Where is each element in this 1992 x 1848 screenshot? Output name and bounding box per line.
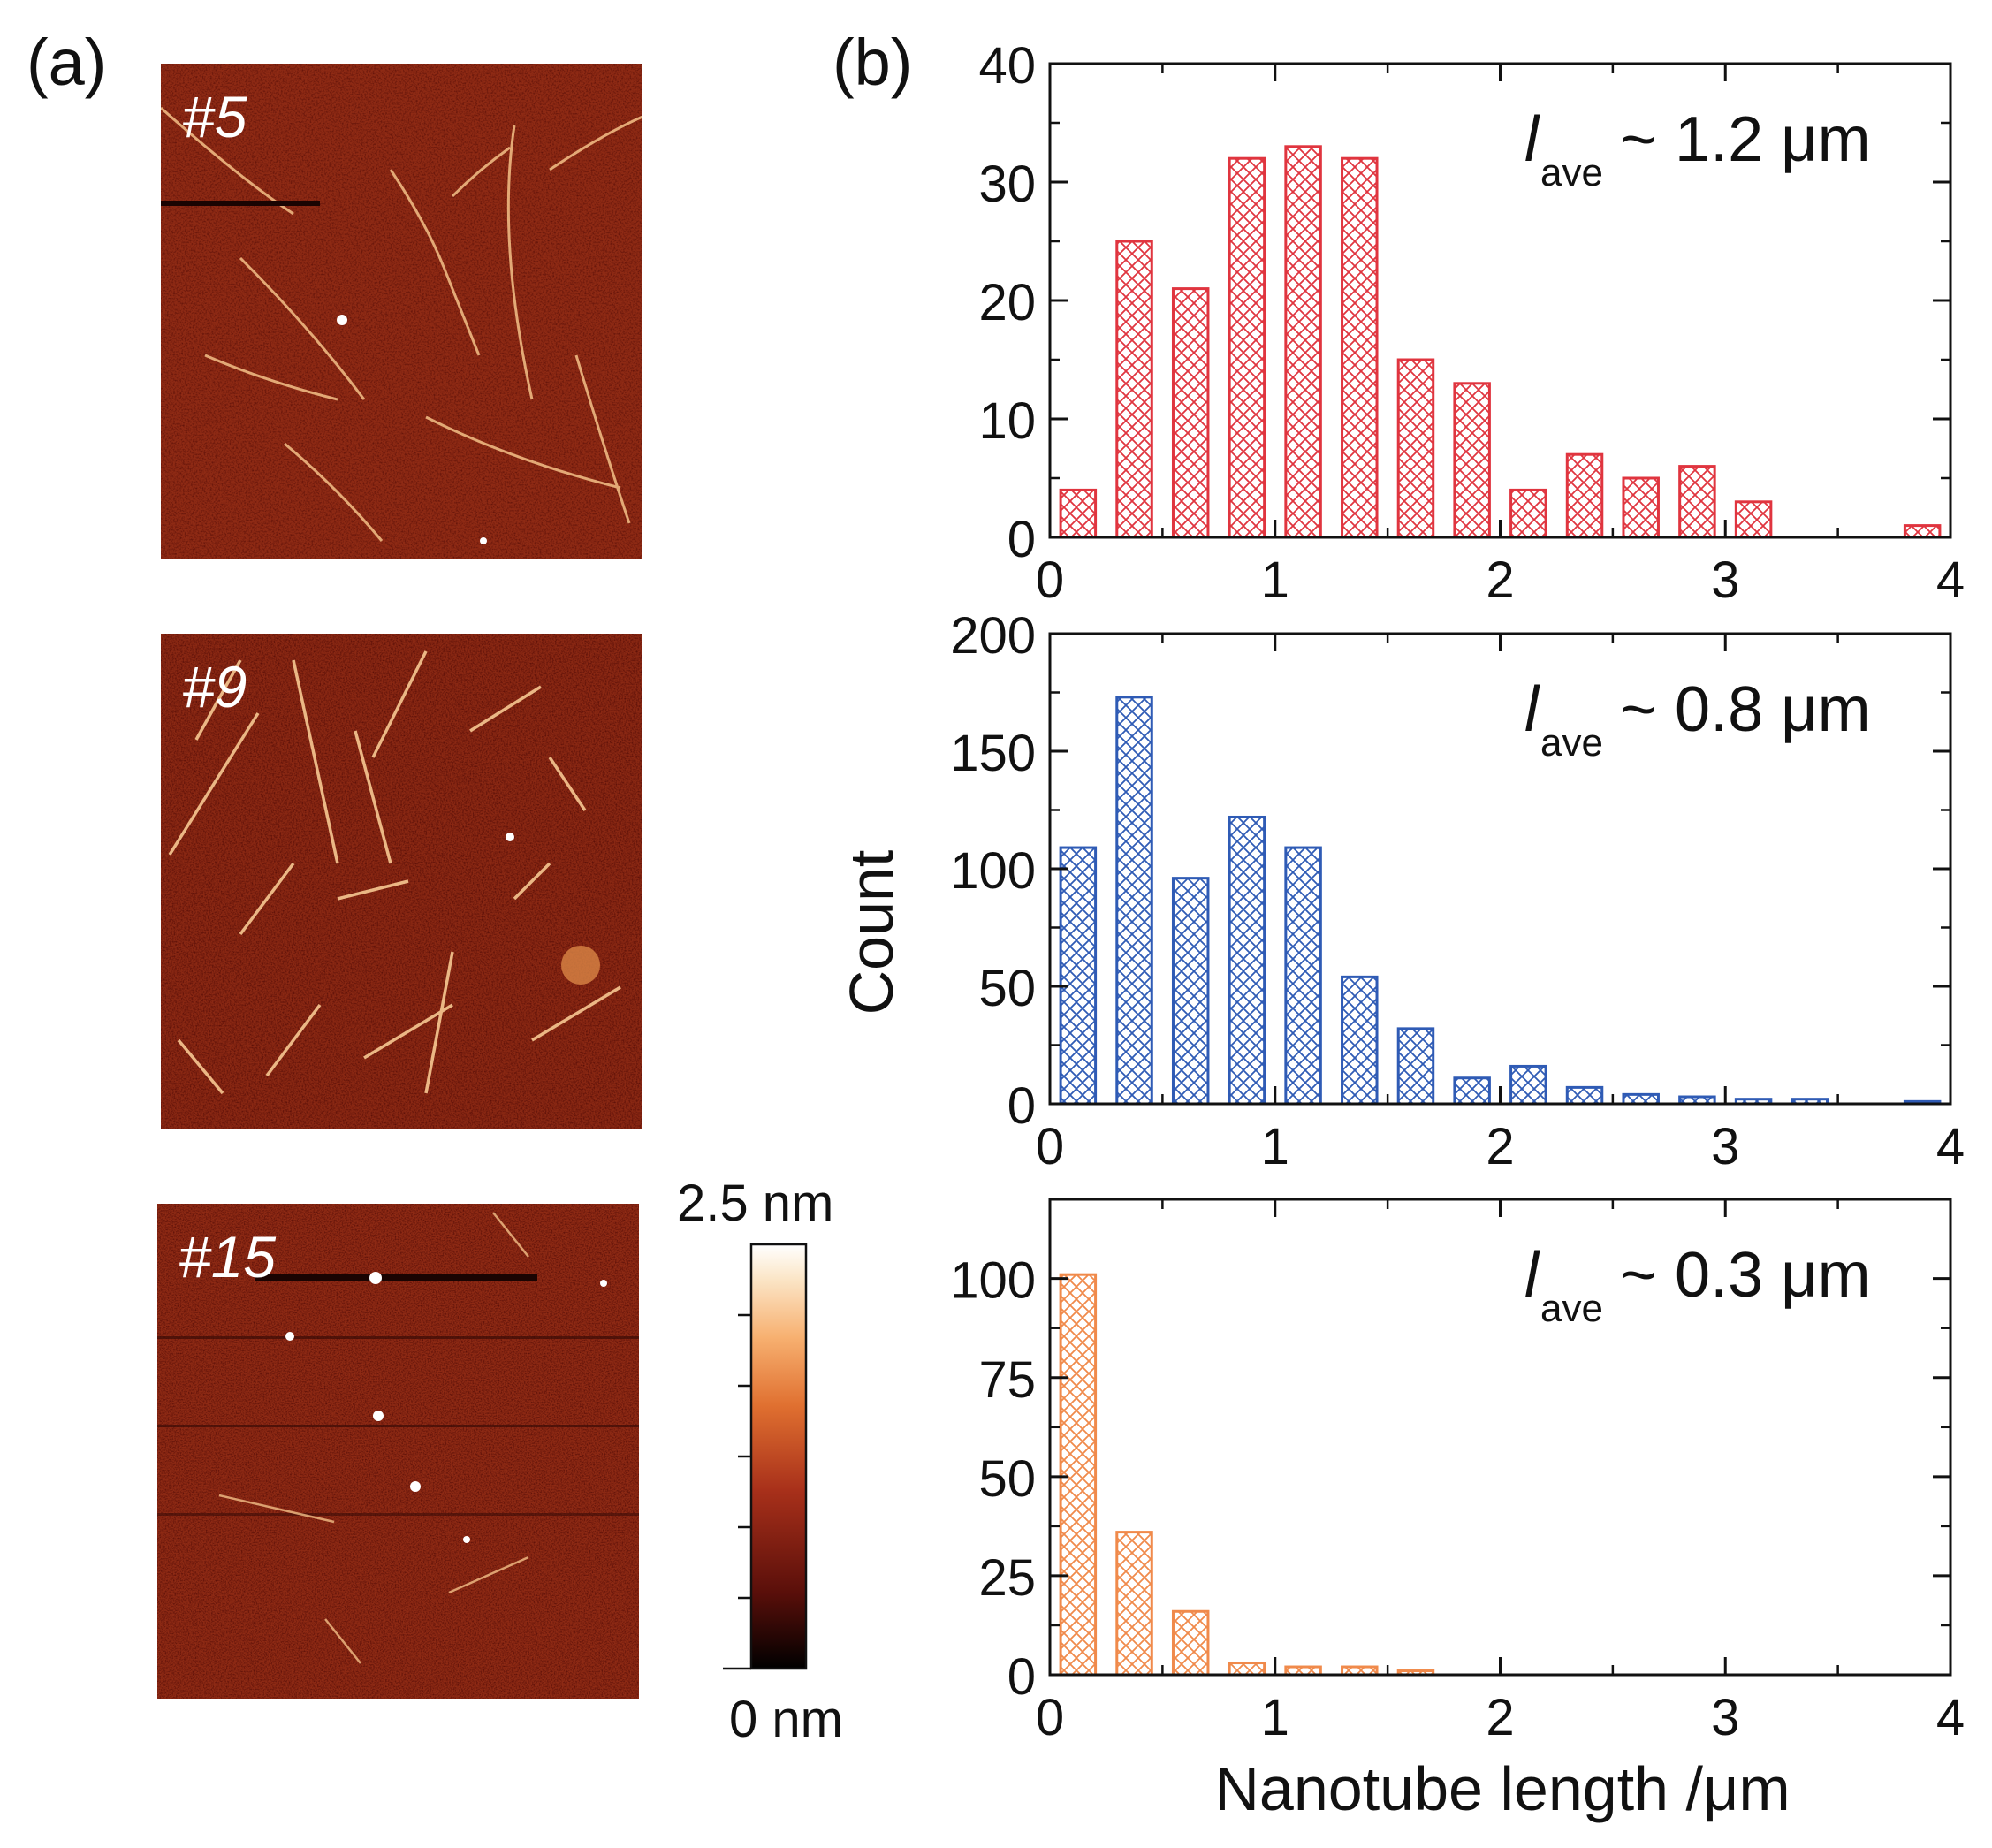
histogram-bar bbox=[1565, 1085, 1604, 1106]
histogram-bar bbox=[1565, 452, 1604, 539]
histogram-bar bbox=[1171, 287, 1210, 539]
x-tick-label: 3 bbox=[1711, 551, 1739, 609]
histogram-bar bbox=[1622, 476, 1660, 539]
colorbar-min-label: 0 nm bbox=[729, 1691, 843, 1748]
y-tick-label: 0 bbox=[1007, 1648, 1036, 1706]
annotation-subscript: ave bbox=[1540, 721, 1603, 764]
x-tick-label: 0 bbox=[1036, 1118, 1064, 1175]
x-tick-label: 1 bbox=[1261, 1118, 1289, 1175]
annotation-value: ~ 1.2 μm bbox=[1620, 104, 1871, 175]
colorbar-max-label: 2.5 nm bbox=[677, 1175, 834, 1232]
annotation-symbol: l bbox=[1524, 104, 1540, 175]
y-tick-label: 50 bbox=[978, 1450, 1036, 1508]
colorbar-gradient bbox=[749, 1243, 808, 1670]
x-tick-label: 1 bbox=[1261, 1689, 1289, 1746]
y-tick-label: 30 bbox=[978, 156, 1036, 213]
panel-b-label: (b) bbox=[833, 26, 913, 99]
annotation-subscript: ave bbox=[1540, 151, 1603, 194]
histogram-bar bbox=[1734, 500, 1773, 539]
histogram-bar bbox=[1059, 846, 1098, 1106]
annotation-subscript: ave bbox=[1540, 1287, 1603, 1330]
annotation-symbol: l bbox=[1524, 674, 1540, 745]
y-axis-label: Count bbox=[837, 850, 906, 1015]
y-tick-label: 40 bbox=[978, 37, 1036, 95]
y-tick-label: 25 bbox=[978, 1549, 1036, 1607]
histogram-bar bbox=[1678, 465, 1716, 539]
histogram-bar bbox=[1509, 488, 1547, 539]
annotation-value: ~ 0.3 μm bbox=[1620, 1240, 1871, 1311]
x-tick-label: 4 bbox=[1936, 551, 1965, 609]
histogram-bar bbox=[1284, 145, 1322, 539]
afm-image-label: #5 bbox=[182, 84, 247, 149]
x-tick-label: 0 bbox=[1036, 1689, 1064, 1746]
histogram-bar bbox=[1115, 696, 1153, 1106]
histogram-bar bbox=[1509, 1064, 1547, 1106]
afm-image-15: #15 bbox=[157, 1204, 639, 1699]
histogram-bar bbox=[1453, 382, 1491, 539]
histogram-bar bbox=[1341, 156, 1379, 539]
histogram-bar bbox=[1115, 1531, 1153, 1677]
annotation-value: ~ 0.8 μm bbox=[1620, 674, 1871, 745]
afm-image-label: #15 bbox=[179, 1224, 277, 1289]
histogram-bar bbox=[1341, 975, 1379, 1106]
histogram-bar bbox=[1115, 240, 1153, 539]
histogram-bar bbox=[1171, 877, 1210, 1106]
y-tick-label: 75 bbox=[978, 1351, 1036, 1409]
x-tick-label: 4 bbox=[1936, 1118, 1965, 1175]
y-tick-label: 100 bbox=[950, 1252, 1036, 1310]
histogram-bar bbox=[1171, 1609, 1210, 1677]
x-tick-label: 3 bbox=[1711, 1118, 1739, 1175]
y-tick-label: 100 bbox=[950, 842, 1036, 900]
histogram-bar bbox=[1228, 156, 1266, 539]
afm-image-9: #9 bbox=[161, 634, 642, 1129]
histogram-bar bbox=[1284, 846, 1322, 1106]
x-tick-label: 0 bbox=[1036, 551, 1064, 609]
histogram-bar bbox=[1396, 1027, 1435, 1106]
x-tick-label: 3 bbox=[1711, 1689, 1739, 1746]
annotation-symbol: l bbox=[1524, 1240, 1540, 1311]
y-tick-label: 200 bbox=[950, 607, 1036, 665]
x-tick-label: 4 bbox=[1936, 1689, 1965, 1746]
x-axis-label: Nanotube length /μm bbox=[1214, 1754, 1790, 1823]
histogram-bar bbox=[1228, 815, 1266, 1106]
afm-image-5: #5 bbox=[161, 64, 642, 559]
histogram-bar bbox=[1622, 1092, 1660, 1106]
y-tick-label: 0 bbox=[1007, 1077, 1036, 1135]
y-tick-label: 0 bbox=[1007, 511, 1036, 568]
panel-a-label: (a) bbox=[27, 26, 107, 99]
x-tick-label: 2 bbox=[1486, 1118, 1514, 1175]
colorbar bbox=[723, 1243, 808, 1670]
y-tick-label: 50 bbox=[978, 960, 1036, 1017]
afm-image-label: #9 bbox=[182, 654, 247, 719]
x-tick-label: 2 bbox=[1486, 551, 1514, 609]
y-tick-label: 20 bbox=[978, 274, 1036, 331]
colorbar-ticks bbox=[723, 1313, 751, 1670]
x-tick-label: 1 bbox=[1261, 551, 1289, 609]
histogram-bar bbox=[1228, 1662, 1266, 1677]
histogram-bar bbox=[1396, 358, 1435, 539]
histogram-bar bbox=[1059, 1273, 1098, 1677]
histogram-bar bbox=[1453, 1076, 1491, 1106]
x-tick-label: 2 bbox=[1486, 1689, 1514, 1746]
y-tick-label: 10 bbox=[978, 392, 1036, 450]
histogram-bar bbox=[1059, 488, 1098, 539]
y-tick-label: 150 bbox=[950, 725, 1036, 782]
histogram-bar bbox=[1903, 524, 1942, 539]
